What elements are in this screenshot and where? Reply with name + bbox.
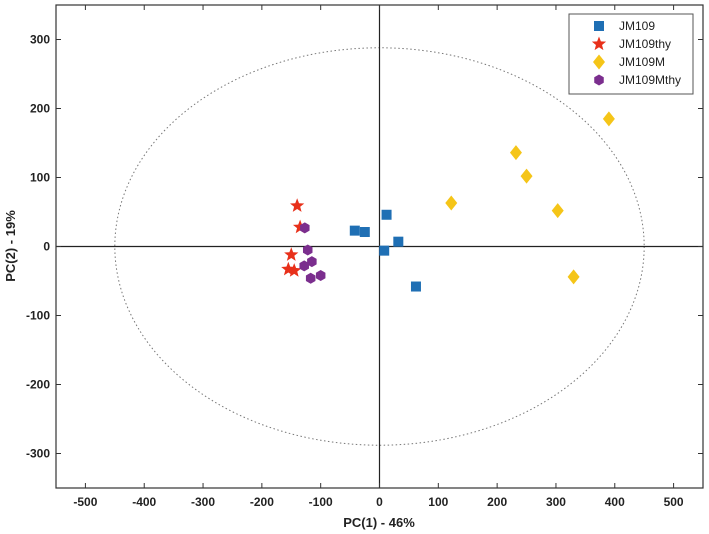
series-jm109m xyxy=(445,111,615,285)
y-tick-label: 100 xyxy=(30,171,50,185)
legend-marker-jm109thy xyxy=(591,36,607,51)
x-tick-label: 100 xyxy=(428,495,448,509)
data-point-jm109 xyxy=(349,225,360,236)
legend-label-jm109m: JM109M xyxy=(619,55,665,69)
data-point-jm109m xyxy=(520,168,533,184)
legend-label-jm109thy: JM109thy xyxy=(619,37,671,51)
x-tick-label: -300 xyxy=(191,495,215,509)
x-tick-label: -400 xyxy=(132,495,156,509)
data-point-jm109m xyxy=(602,111,615,127)
y-tick-label: -300 xyxy=(26,447,50,461)
legend-marker-jm109mthy xyxy=(594,74,604,86)
data-point-jm109 xyxy=(359,227,370,238)
y-tick-label: -200 xyxy=(26,378,50,392)
y-tick-label: 300 xyxy=(30,33,50,47)
data-point-jm109 xyxy=(379,245,390,256)
series-jm109 xyxy=(349,209,421,292)
data-point-jm109mthy xyxy=(300,222,310,234)
data-point-jm109 xyxy=(410,281,421,292)
legend-marker-jm109 xyxy=(594,21,604,31)
x-tick-label: 200 xyxy=(487,495,507,509)
x-tick-label: -100 xyxy=(309,495,333,509)
data-point-jm109 xyxy=(393,236,404,247)
data-point-jm109mthy xyxy=(299,260,309,272)
y-tick-label: 0 xyxy=(43,240,50,254)
x-axis-title: PC(1) - 46% xyxy=(343,515,415,530)
data-point-jm109mthy xyxy=(315,269,326,281)
legend-label-jm109: JM109 xyxy=(619,19,655,33)
data-point-jm109m xyxy=(445,195,458,211)
data-point-jm109mthy xyxy=(302,244,313,256)
x-tick-label: 500 xyxy=(664,495,684,509)
legend-marker-jm109m xyxy=(593,54,605,70)
data-point-jm109thy xyxy=(290,198,305,212)
data-point-jm109m xyxy=(509,145,522,161)
data-point-jm109m xyxy=(551,203,564,219)
legend-label-jm109mthy: JM109Mthy xyxy=(619,73,681,87)
x-tick-label: 400 xyxy=(605,495,625,509)
data-point-jm109m xyxy=(567,269,580,285)
data-point-jm109mthy xyxy=(307,256,317,268)
series-jm109mthy xyxy=(299,222,326,284)
legend-box xyxy=(568,13,694,95)
y-axis-title: PC(2) - 19% xyxy=(3,210,18,282)
legend: JM109 JM109thy JM109M JM109Mthy xyxy=(568,13,694,95)
x-tick-label: -500 xyxy=(73,495,97,509)
y-tick-label: -100 xyxy=(26,309,50,323)
data-point-jm109thy xyxy=(284,247,299,261)
data-point-jm109thy xyxy=(287,263,302,277)
data-point-jm109 xyxy=(381,209,392,220)
x-tick-label: 300 xyxy=(546,495,566,509)
y-tick-label: 200 xyxy=(30,102,50,116)
x-tick-label: 0 xyxy=(376,495,383,509)
x-tick-label: -200 xyxy=(250,495,274,509)
data-point-jm109mthy xyxy=(305,272,316,284)
